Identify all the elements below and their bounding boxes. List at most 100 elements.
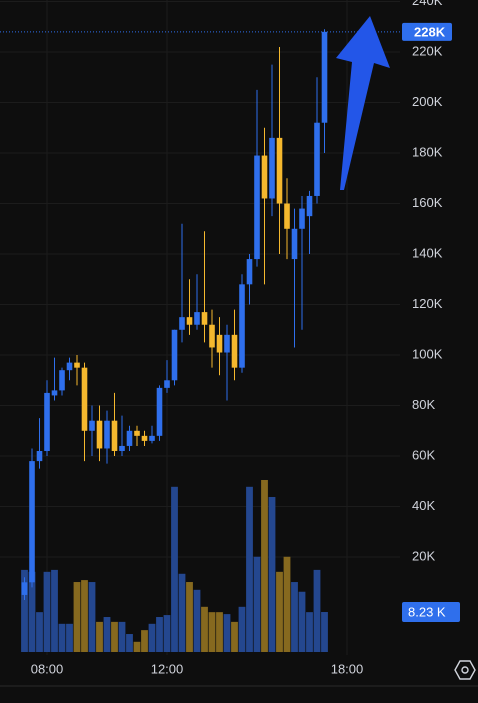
- x-tick-label: 12:00: [151, 661, 184, 676]
- candle-body: [276, 137, 283, 204]
- grid: [0, 0, 400, 655]
- volume-bar: [261, 480, 268, 652]
- volume-bar: [313, 569, 321, 652]
- candle-body: [141, 435, 148, 441]
- volume-bar: [58, 623, 66, 652]
- candle-body: [216, 334, 223, 353]
- candle-body: [254, 155, 260, 260]
- last-price-box: [402, 22, 452, 41]
- y-tick-label: 240K: [412, 0, 443, 8]
- candle-body: [171, 329, 178, 381]
- candle-body: [186, 317, 193, 325]
- volume-bar: [51, 569, 58, 652]
- volume-bar: [81, 580, 88, 652]
- volume-bar: [186, 582, 193, 652]
- settings-button[interactable]: [454, 660, 476, 680]
- volume-bar: [298, 591, 306, 652]
- candle-body: [44, 392, 50, 451]
- candle-body: [59, 370, 65, 391]
- volume-bar: [171, 486, 178, 652]
- candle-body: [261, 155, 268, 199]
- volume-bar: [36, 612, 43, 652]
- candle-body: [306, 195, 313, 217]
- volume-bar: [141, 630, 148, 652]
- y-tick-label: 40K: [412, 498, 435, 513]
- candle-body: [194, 312, 200, 325]
- candle-body: [36, 450, 43, 462]
- y-tick-label: 160K: [412, 195, 443, 210]
- volume-bar: [238, 606, 246, 652]
- candle-body: [29, 461, 35, 583]
- volume-bar: [66, 623, 73, 652]
- volume-bar: [126, 634, 133, 652]
- y-tick-label: 100K: [412, 346, 443, 361]
- volume-bar: [283, 556, 291, 652]
- volume-bar: [223, 614, 231, 652]
- candle-body: [81, 367, 88, 431]
- y-tick-label: 20K: [412, 548, 435, 563]
- y-tick-label: 220K: [412, 43, 443, 58]
- volume-bar: [163, 615, 171, 652]
- candle-body: [246, 259, 253, 285]
- volume-bar: [231, 621, 238, 652]
- volume-bar: [201, 606, 208, 652]
- candle-body: [111, 420, 118, 451]
- last-volume-box: [402, 602, 460, 623]
- candle-body: [284, 203, 290, 229]
- candle-body: [239, 284, 245, 368]
- candle-body: [201, 312, 208, 325]
- candle-body: [164, 380, 170, 388]
- candle-body: [134, 430, 140, 436]
- candle-body: [321, 31, 328, 123]
- candle-body: [291, 228, 298, 260]
- volume-bar: [103, 617, 111, 652]
- candle-body: [51, 390, 58, 396]
- y-tick-label: 140K: [412, 245, 443, 260]
- candle-body: [209, 324, 215, 348]
- volume-bar: [306, 612, 313, 652]
- candle-body: [96, 420, 103, 449]
- volume-bar: [73, 582, 81, 652]
- y-tick-label: 80K: [412, 397, 435, 412]
- volume-bar: [156, 617, 163, 652]
- x-tick-label: 18:00: [331, 661, 364, 676]
- y-tick-label: 60K: [412, 447, 435, 462]
- candle-body: [269, 137, 275, 199]
- last-price-label: 228K: [414, 24, 446, 39]
- volume-bar: [208, 612, 216, 652]
- y-tick-label: 120K: [412, 296, 443, 311]
- volume-bar: [216, 612, 223, 652]
- y-tick-label: 200K: [412, 94, 443, 109]
- candle-body: [126, 430, 133, 446]
- volume-bar: [43, 571, 51, 652]
- volume-bar: [28, 571, 36, 652]
- y-tick-label: 180K: [412, 144, 443, 159]
- candle-body: [299, 208, 305, 229]
- volume-bar: [21, 569, 28, 652]
- candle-body: [314, 122, 320, 196]
- candle-body: [74, 362, 80, 368]
- volume-bar: [193, 589, 201, 652]
- last-volume-label: 8.23 K: [408, 604, 446, 619]
- candle-body: [104, 420, 110, 449]
- candle-body: [149, 435, 155, 441]
- candle-body: [179, 317, 185, 330]
- volume-bar: [178, 573, 186, 652]
- trend-arrow: [336, 16, 390, 190]
- volume-bar: [133, 641, 141, 652]
- volume-bar: [321, 612, 328, 652]
- candle-body: [21, 582, 28, 595]
- candle-body: [231, 334, 238, 368]
- candle-body: [66, 362, 73, 371]
- plot: [0, 29, 400, 652]
- volume-bar: [246, 486, 253, 652]
- candle-body: [156, 387, 163, 436]
- volume-bar: [148, 623, 156, 652]
- axis-labels: 20K 40K 60K 80K 100K 120K 140K 160K 180K 200K 220K…: [31, 0, 460, 676]
- candle-body: [119, 445, 125, 451]
- candle-body: [89, 420, 95, 431]
- settings-icon: [461, 666, 469, 674]
- volume-bar: [118, 621, 126, 652]
